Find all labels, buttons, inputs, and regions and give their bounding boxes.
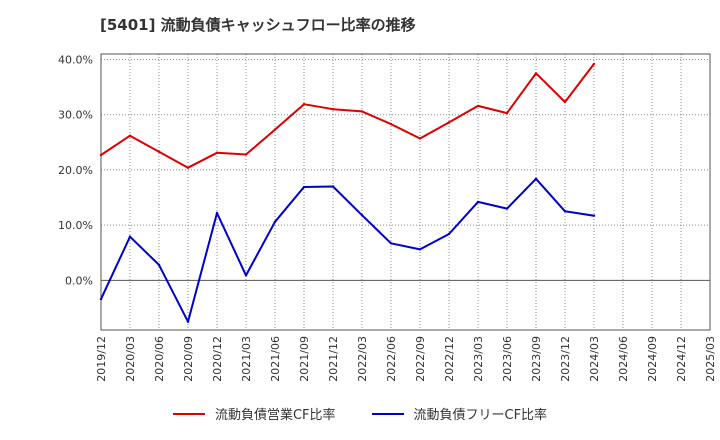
data-point xyxy=(128,235,132,238)
data-point xyxy=(244,153,248,156)
data-point xyxy=(273,128,277,131)
data-point xyxy=(447,121,451,124)
data-point xyxy=(534,177,538,180)
data-point xyxy=(592,214,596,217)
x-tick-label: 2020/09 xyxy=(182,336,195,382)
data-point xyxy=(592,62,596,66)
data-point xyxy=(99,153,103,157)
legend: 流動負債営業CF比率 流動負債フリーCF比率 xyxy=(0,404,720,423)
series-line-1 xyxy=(100,177,595,323)
data-point xyxy=(476,200,480,204)
data-point xyxy=(331,185,335,188)
data-point xyxy=(563,100,567,104)
data-point xyxy=(389,122,393,126)
x-tick-label: 2019/12 xyxy=(95,336,108,382)
axes xyxy=(100,53,711,331)
plot-frame xyxy=(100,53,711,331)
x-tick-label: 2025/03 xyxy=(704,336,717,382)
y-tick-label: 40.0% xyxy=(58,54,93,67)
data-point xyxy=(157,263,161,267)
data-point xyxy=(273,220,277,224)
data-point xyxy=(563,210,567,213)
x-tick-label: 2024/06 xyxy=(617,336,630,382)
data-point xyxy=(360,110,364,113)
data-point xyxy=(215,151,219,155)
data-point xyxy=(186,320,190,323)
legend-label: 流動負債営業CF比率 xyxy=(214,408,336,423)
data-point xyxy=(244,274,248,277)
x-tick-label: 2023/03 xyxy=(472,336,485,382)
data-point xyxy=(505,111,509,115)
x-tick-label: 2024/12 xyxy=(675,336,688,382)
data-point xyxy=(186,166,190,169)
x-tick-label: 2021/12 xyxy=(327,336,340,382)
data-point xyxy=(215,211,219,215)
x-tick-label: 2022/03 xyxy=(356,336,369,382)
y-tick-label: 0.0% xyxy=(65,274,93,287)
legend-swatch-blue xyxy=(371,412,404,415)
data-point xyxy=(360,213,364,217)
y-tick-labels: 0.0% 10.0% 20.0% 30.0% 40.0% xyxy=(58,54,93,288)
data-point xyxy=(476,104,480,108)
data-point xyxy=(157,150,161,153)
legend-item-operating-cf: 流動負債営業CF比率 xyxy=(172,404,336,423)
x-tick-label: 2020/12 xyxy=(211,336,224,382)
data-point xyxy=(302,103,306,106)
legend-swatch-red xyxy=(172,412,205,415)
x-tick-label: 2024/03 xyxy=(588,336,601,382)
x-tick-label: 2021/09 xyxy=(298,336,311,382)
x-tick-label: 2023/09 xyxy=(530,336,543,382)
x-tick-label: 2024/09 xyxy=(646,336,659,382)
data-point xyxy=(331,108,335,111)
x-tick-label: 2023/06 xyxy=(501,336,514,382)
data-point xyxy=(128,134,132,137)
chart-title: [5401] 流動負債キャッシュフロー比率の推移 xyxy=(100,16,416,34)
data-point xyxy=(505,207,509,210)
data-point xyxy=(99,297,103,301)
legend-label: 流動負債フリーCF比率 xyxy=(413,408,548,423)
x-tick-labels: 2019/12 2020/03 2020/06 2020/09 2020/12 2021/… xyxy=(95,336,717,382)
y-tick-label: 20.0% xyxy=(58,164,93,177)
y-tick-label: 30.0% xyxy=(58,109,93,122)
x-tick-label: 2022/06 xyxy=(385,336,398,382)
data-point xyxy=(447,232,451,236)
x-tick-label: 2022/09 xyxy=(414,336,427,382)
data-point xyxy=(534,72,538,75)
data-point xyxy=(418,137,422,140)
legend-item-free-cf: 流動負債フリーCF比率 xyxy=(371,404,548,423)
data-point xyxy=(418,248,422,251)
x-tick-label: 2020/06 xyxy=(153,336,166,382)
x-tick-label: 2022/12 xyxy=(443,336,456,382)
x-tick-label: 2023/12 xyxy=(559,336,572,382)
data-point xyxy=(302,185,306,189)
grid-lines xyxy=(101,54,710,330)
x-tick-label: 2020/03 xyxy=(124,336,137,382)
y-tick-label: 10.0% xyxy=(58,219,93,232)
x-tick-label: 2021/06 xyxy=(269,336,282,382)
data-point xyxy=(389,242,393,245)
series-lines xyxy=(99,62,596,323)
series-line-0 xyxy=(100,63,595,169)
x-tick-label: 2021/03 xyxy=(240,336,253,382)
